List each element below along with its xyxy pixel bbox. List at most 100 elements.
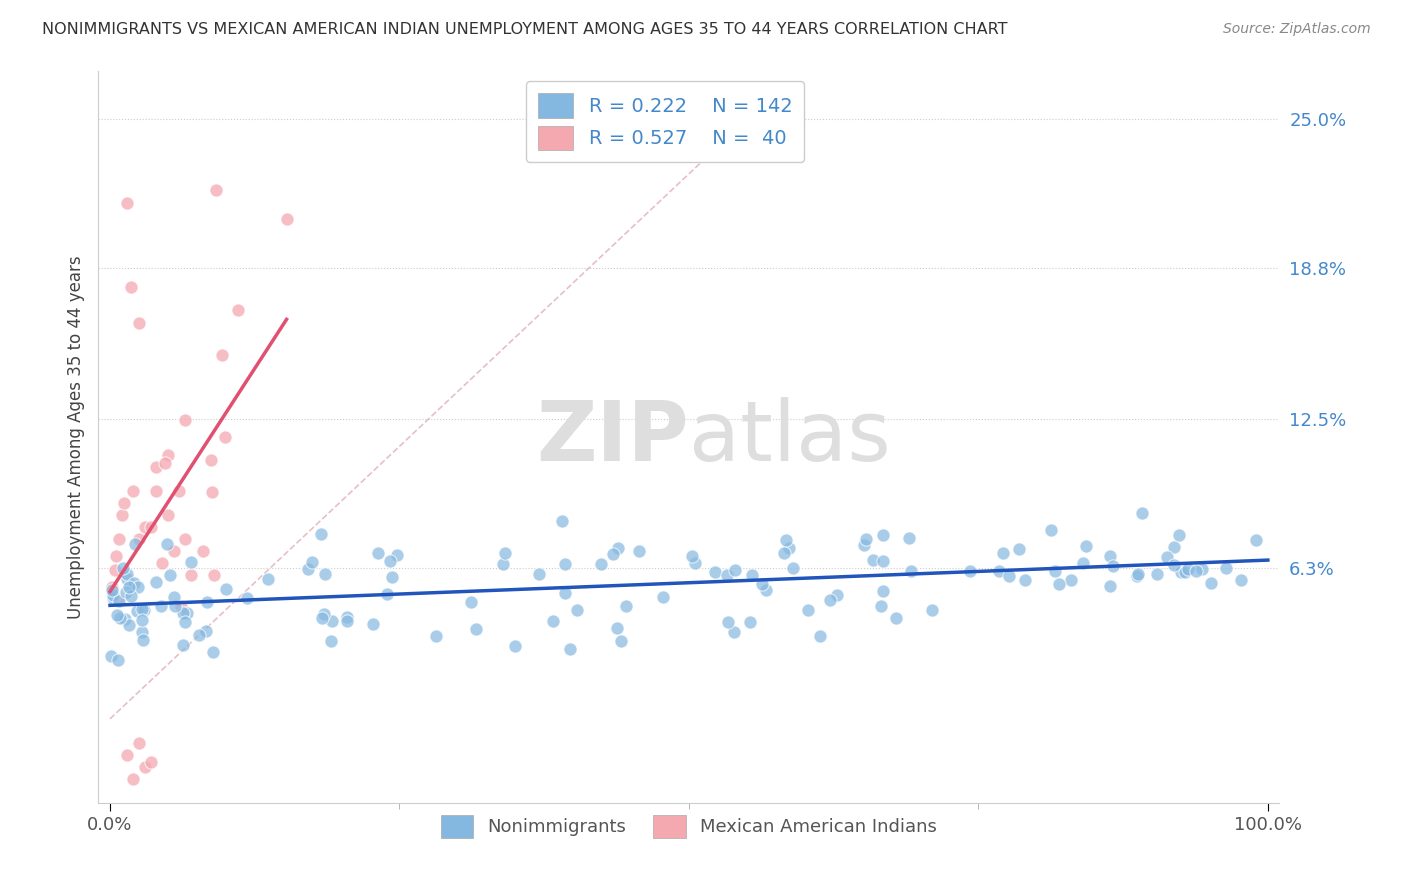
Point: [150, 599, 173, 613]
Point: [738, 615, 761, 629]
Point: [195, 595, 218, 609]
Point: [145, 483, 167, 498]
Point: [100, 648, 122, 663]
Text: NONIMMIGRANTS VS MEXICAN AMERICAN INDIAN UNEMPLOYMENT AMONG AGES 35 TO 44 YEARS : NONIMMIGRANTS VS MEXICAN AMERICAN INDIAN…: [42, 22, 1008, 37]
Point: [717, 615, 740, 629]
Point: [778, 541, 800, 555]
Point: [128, 736, 150, 750]
Point: [301, 555, 323, 569]
Point: [174, 532, 197, 546]
Point: [314, 567, 336, 582]
Point: [173, 615, 195, 630]
Point: [101, 580, 124, 594]
Point: [336, 610, 359, 624]
Point: [1174, 566, 1197, 580]
Point: [319, 633, 342, 648]
Point: [156, 537, 179, 551]
Point: [872, 584, 894, 599]
Point: [808, 629, 831, 643]
Point: [751, 577, 773, 591]
Point: [1163, 558, 1185, 573]
Point: [201, 645, 224, 659]
Point: [107, 591, 129, 606]
Point: [112, 561, 135, 575]
Point: [101, 588, 124, 602]
Point: [297, 562, 319, 576]
Point: [1130, 506, 1153, 520]
Point: [862, 553, 884, 567]
Point: [1215, 560, 1237, 574]
Point: [991, 546, 1014, 560]
Point: [139, 755, 162, 769]
Point: [180, 568, 202, 582]
Point: [704, 565, 727, 579]
Point: [214, 430, 236, 444]
Point: [311, 611, 333, 625]
Point: [1098, 549, 1121, 563]
Point: [1246, 533, 1268, 548]
Point: [128, 316, 150, 330]
Point: [321, 614, 343, 628]
Point: [782, 561, 804, 575]
Point: [1230, 573, 1253, 587]
Point: [107, 607, 129, 622]
Point: [1008, 542, 1031, 557]
Point: [176, 606, 198, 620]
Point: [256, 572, 278, 586]
Point: [104, 549, 127, 563]
Point: [132, 603, 155, 617]
Point: [367, 546, 389, 560]
Point: [127, 580, 149, 594]
Point: [1199, 576, 1222, 591]
Point: [108, 532, 131, 546]
Point: [226, 302, 249, 317]
Point: [870, 599, 893, 613]
Point: [188, 628, 211, 642]
Point: [425, 628, 447, 642]
Point: [202, 568, 225, 582]
Point: [170, 599, 193, 613]
Point: [124, 537, 146, 551]
Point: [108, 594, 131, 608]
Point: [120, 589, 142, 603]
Point: [853, 538, 876, 552]
Point: [1047, 577, 1070, 591]
Point: [159, 568, 181, 582]
Point: [122, 576, 145, 591]
Point: [998, 569, 1021, 583]
Point: [1071, 556, 1094, 570]
Point: [150, 556, 173, 570]
Point: [716, 568, 738, 582]
Point: [110, 508, 132, 522]
Point: [1185, 564, 1208, 578]
Point: [1076, 539, 1098, 553]
Point: [131, 602, 153, 616]
Point: [602, 547, 624, 561]
Point: [897, 532, 920, 546]
Point: [107, 652, 129, 666]
Point: [988, 564, 1011, 578]
Point: [336, 614, 359, 628]
Point: [128, 532, 150, 546]
Point: [1146, 566, 1168, 581]
Point: [131, 624, 153, 639]
Point: [1163, 541, 1185, 555]
Point: [492, 557, 515, 571]
Point: [191, 544, 214, 558]
Point: [741, 568, 763, 582]
Point: [200, 453, 222, 467]
Point: [127, 605, 149, 619]
Point: [101, 591, 124, 606]
Point: [921, 603, 943, 617]
Point: [464, 622, 486, 636]
Point: [118, 580, 141, 594]
Point: [387, 549, 409, 563]
Point: [118, 617, 141, 632]
Point: [378, 553, 401, 567]
Point: [1040, 523, 1063, 537]
Point: [117, 196, 139, 211]
Point: [276, 211, 298, 226]
Text: Source: ZipAtlas.com: Source: ZipAtlas.com: [1223, 22, 1371, 37]
Point: [554, 586, 576, 600]
Point: [627, 544, 650, 558]
